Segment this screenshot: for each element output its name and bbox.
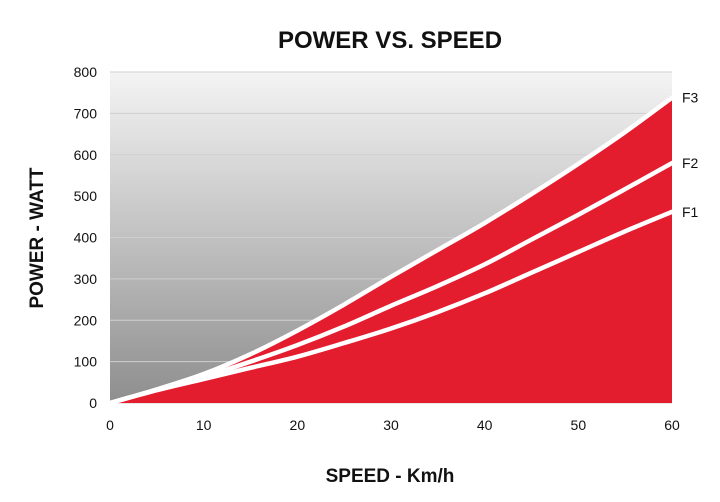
chart-title: POWER VS. SPEED	[278, 27, 502, 54]
y-tick-label: 800	[74, 64, 98, 80]
fill-area-under-f3	[110, 97, 672, 404]
x-tick-label: 20	[290, 417, 306, 433]
x-tick-label: 0	[106, 417, 114, 433]
series-line-f3	[107, 95, 675, 406]
series-label-f3: F3	[682, 90, 699, 106]
y-tick-label: 600	[74, 147, 98, 163]
y-tick-label: 300	[74, 271, 98, 287]
y-tick-label: 0	[89, 395, 97, 411]
x-tick-label: 10	[196, 417, 212, 433]
x-tick-label: 40	[477, 417, 493, 433]
series-labels: F3 F2 F1	[682, 90, 699, 220]
series-line-f1	[107, 209, 675, 406]
y-tick-labels: 0 100 200 300 400 500 600 700 800	[74, 64, 98, 411]
y-tick-label: 100	[74, 354, 98, 370]
series-lines	[107, 95, 675, 406]
y-tick-label: 500	[74, 188, 98, 204]
series-label-f2: F2	[682, 155, 699, 171]
y-tick-label: 700	[74, 105, 98, 121]
x-tick-label: 30	[383, 417, 399, 433]
x-tick-label: 60	[664, 417, 680, 433]
y-axis-title: POWER - WATT	[27, 167, 48, 308]
x-tick-labels: 0 10 20 30 40 50 60	[106, 417, 680, 433]
x-axis-title: SPEED - Km/h	[326, 466, 455, 487]
series-label-f1: F1	[682, 204, 699, 220]
x-tick-label: 50	[571, 417, 587, 433]
y-tick-label: 400	[74, 230, 98, 246]
y-tick-label: 200	[74, 312, 98, 328]
